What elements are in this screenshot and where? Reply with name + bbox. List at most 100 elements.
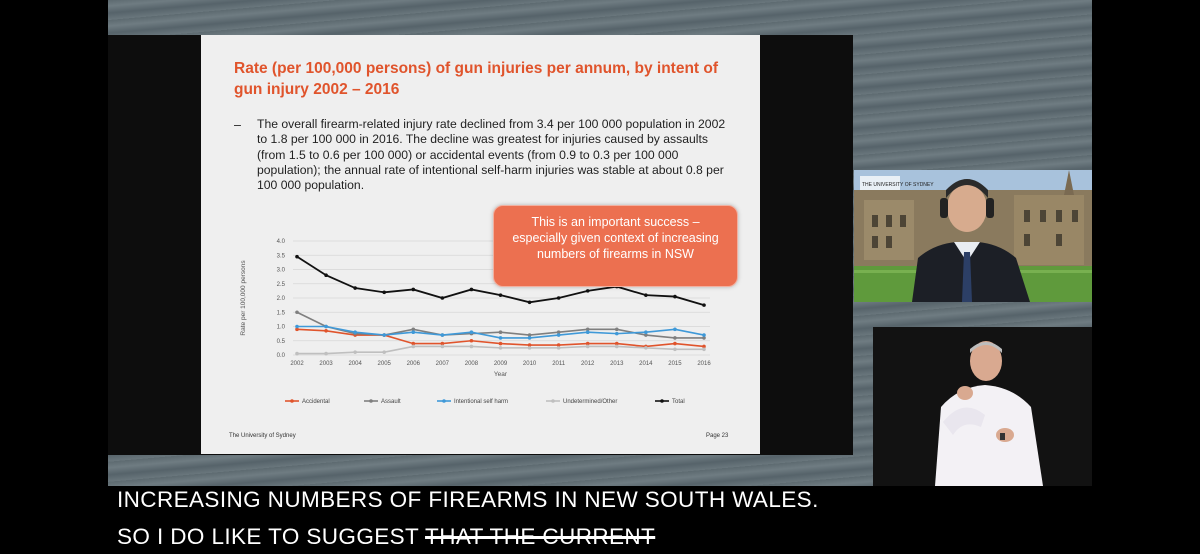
x-tick-label: 2012 xyxy=(581,361,595,367)
data-point xyxy=(585,330,590,335)
callout-box: This is an important success – especiall… xyxy=(493,205,738,287)
series-line xyxy=(296,311,704,339)
presentation-slide: Rate (per 100,000 persons) of gun injuri… xyxy=(201,35,760,454)
legend-marker xyxy=(551,399,555,403)
slide-title: Rate (per 100,000 persons) of gun injuri… xyxy=(234,60,719,98)
data-point xyxy=(411,344,416,349)
data-point xyxy=(527,333,532,337)
data-point xyxy=(411,327,416,332)
data-point xyxy=(469,287,474,292)
data-point xyxy=(527,300,532,305)
data-point xyxy=(644,293,648,297)
y-tick-label: 3.5 xyxy=(277,253,286,259)
data-point xyxy=(556,330,561,335)
data-point xyxy=(673,294,677,299)
x-tick-label: 2004 xyxy=(348,361,362,367)
data-point xyxy=(556,346,561,350)
sign-interpreter-video xyxy=(873,327,1092,486)
data-point xyxy=(614,327,619,332)
x-tick-label: 2014 xyxy=(639,361,653,367)
legend-marker xyxy=(369,399,373,403)
data-point xyxy=(498,330,503,335)
data-point xyxy=(295,310,299,315)
y-tick-label: 4.0 xyxy=(277,239,286,245)
x-tick-label: 2005 xyxy=(378,361,392,367)
x-tick-label: 2016 xyxy=(697,361,711,367)
data-point xyxy=(440,344,445,349)
legend-label: Undetermined/Other xyxy=(563,399,617,405)
x-axis-label: Year xyxy=(494,371,508,378)
x-tick-label: 2008 xyxy=(465,361,479,367)
data-point xyxy=(702,336,706,340)
x-tick-label: 2002 xyxy=(290,361,304,367)
x-tick-label: 2015 xyxy=(668,361,682,367)
data-point xyxy=(498,341,503,346)
data-point xyxy=(353,330,357,335)
data-point xyxy=(614,331,619,336)
data-point xyxy=(469,344,474,349)
data-point xyxy=(644,330,648,335)
legend-marker xyxy=(290,399,294,403)
x-tick-label: 2007 xyxy=(436,361,450,367)
data-point xyxy=(324,273,328,277)
data-point xyxy=(614,341,619,346)
data-point xyxy=(411,341,416,346)
data-point xyxy=(585,341,590,346)
legend-label: Assault xyxy=(381,399,401,405)
y-tick-label: 0.5 xyxy=(277,339,286,345)
y-tick-label: 1.0 xyxy=(277,325,286,331)
footer-page-number: Page 23 xyxy=(706,433,729,439)
data-point xyxy=(673,341,677,346)
data-point xyxy=(382,333,387,337)
x-tick-label: 2009 xyxy=(494,361,508,367)
data-point xyxy=(556,333,561,337)
data-point xyxy=(614,344,619,349)
data-point xyxy=(498,346,503,350)
y-tick-label: 2.0 xyxy=(277,296,286,302)
caption-line-1: INCREASING NUMBERS OF FIREARMS IN NEW SO… xyxy=(117,487,819,512)
caption-line-2: SO I DO LIKE TO SUGGEST THAT THE CURRENT xyxy=(117,524,655,550)
data-point xyxy=(469,338,474,343)
data-point xyxy=(527,336,532,340)
data-point xyxy=(702,333,706,337)
data-point xyxy=(498,336,503,340)
line-chart: 0.0 0.5 1.0 1.5 2.0 2.5 3.0 3.5 4.0 2002 2003 2004 2… xyxy=(240,239,711,405)
data-point xyxy=(702,344,706,349)
data-point xyxy=(498,293,503,297)
data-point xyxy=(295,254,299,259)
data-point xyxy=(295,327,299,332)
x-tick-label: 2011 xyxy=(552,361,566,367)
data-point xyxy=(644,346,648,350)
data-point xyxy=(556,296,561,300)
y-tick-label: 3.0 xyxy=(277,268,286,274)
data-point xyxy=(295,324,299,329)
footer-university: The University of Sydney xyxy=(229,433,296,439)
presenter-webcam: THE UNIVERSITY OF SYDNEY xyxy=(854,170,1092,302)
legend-marker xyxy=(660,399,664,403)
caption-line-2-struck: THAT THE CURRENT xyxy=(425,524,656,549)
data-point xyxy=(411,287,416,292)
data-point xyxy=(382,290,387,295)
data-point xyxy=(644,333,648,337)
x-tick-label: 2006 xyxy=(407,361,421,367)
data-point xyxy=(411,330,416,335)
data-point xyxy=(469,330,474,335)
data-point xyxy=(324,351,328,356)
data-point xyxy=(527,343,532,347)
data-point xyxy=(324,324,328,329)
data-point xyxy=(527,346,532,350)
data-point xyxy=(440,341,445,346)
x-tick-label: 2013 xyxy=(610,361,624,367)
bullet-dash: – xyxy=(234,118,241,132)
bullet-text: The overall firearm-related injury rate … xyxy=(257,117,726,193)
data-point xyxy=(585,327,590,332)
legend-label: Total xyxy=(672,399,685,405)
y-tick-label: 2.5 xyxy=(277,282,286,288)
data-point xyxy=(556,343,561,347)
legend-label: Intentional self harm xyxy=(454,399,508,405)
y-tick-label: 0.0 xyxy=(277,353,286,359)
x-tick-label: 2003 xyxy=(319,361,333,367)
caption-line-2-main: SO I DO LIKE TO SUGGEST xyxy=(117,524,419,549)
data-point xyxy=(673,347,677,352)
data-point xyxy=(585,344,590,349)
